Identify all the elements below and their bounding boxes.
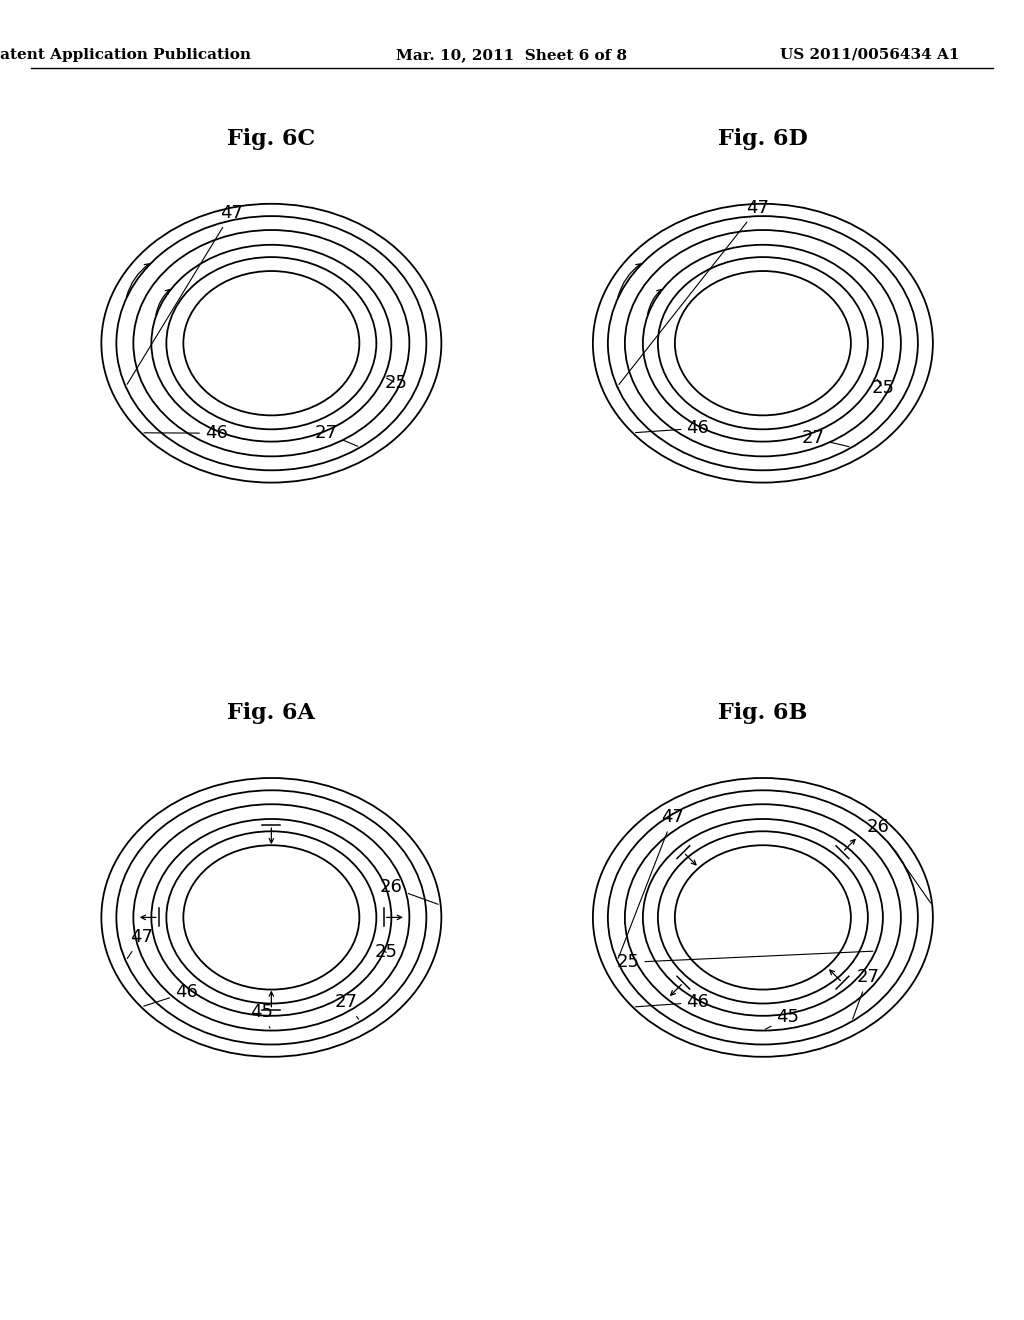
Text: Mar. 10, 2011  Sheet 6 of 8: Mar. 10, 2011 Sheet 6 of 8 xyxy=(396,48,628,62)
Text: 45: 45 xyxy=(250,1003,272,1028)
Text: Fig. 6A: Fig. 6A xyxy=(227,702,315,723)
Text: 25: 25 xyxy=(871,379,894,397)
Text: US 2011/0056434 A1: US 2011/0056434 A1 xyxy=(780,48,959,62)
Text: 25: 25 xyxy=(375,944,398,961)
Text: Fig. 6B: Fig. 6B xyxy=(718,702,808,723)
Text: 27: 27 xyxy=(802,429,849,447)
Text: 25: 25 xyxy=(385,374,408,392)
Text: 46: 46 xyxy=(144,424,227,442)
Text: 27: 27 xyxy=(335,994,358,1019)
Text: 26: 26 xyxy=(380,878,438,904)
Text: 25: 25 xyxy=(616,952,872,972)
Text: 47: 47 xyxy=(618,808,684,958)
Text: 45: 45 xyxy=(765,1008,800,1030)
Text: 47: 47 xyxy=(127,928,153,958)
Text: Patent Application Publication: Patent Application Publication xyxy=(0,48,251,62)
Text: 26: 26 xyxy=(866,818,931,903)
Text: 27: 27 xyxy=(853,969,880,1019)
Text: Fig. 6D: Fig. 6D xyxy=(718,128,808,149)
Text: 46: 46 xyxy=(636,994,710,1011)
Text: 46: 46 xyxy=(143,983,198,1006)
Text: 47: 47 xyxy=(618,199,769,384)
Text: 27: 27 xyxy=(314,424,357,446)
Text: 47: 47 xyxy=(127,205,243,384)
Text: 46: 46 xyxy=(636,420,710,437)
Text: Fig. 6C: Fig. 6C xyxy=(227,128,315,149)
